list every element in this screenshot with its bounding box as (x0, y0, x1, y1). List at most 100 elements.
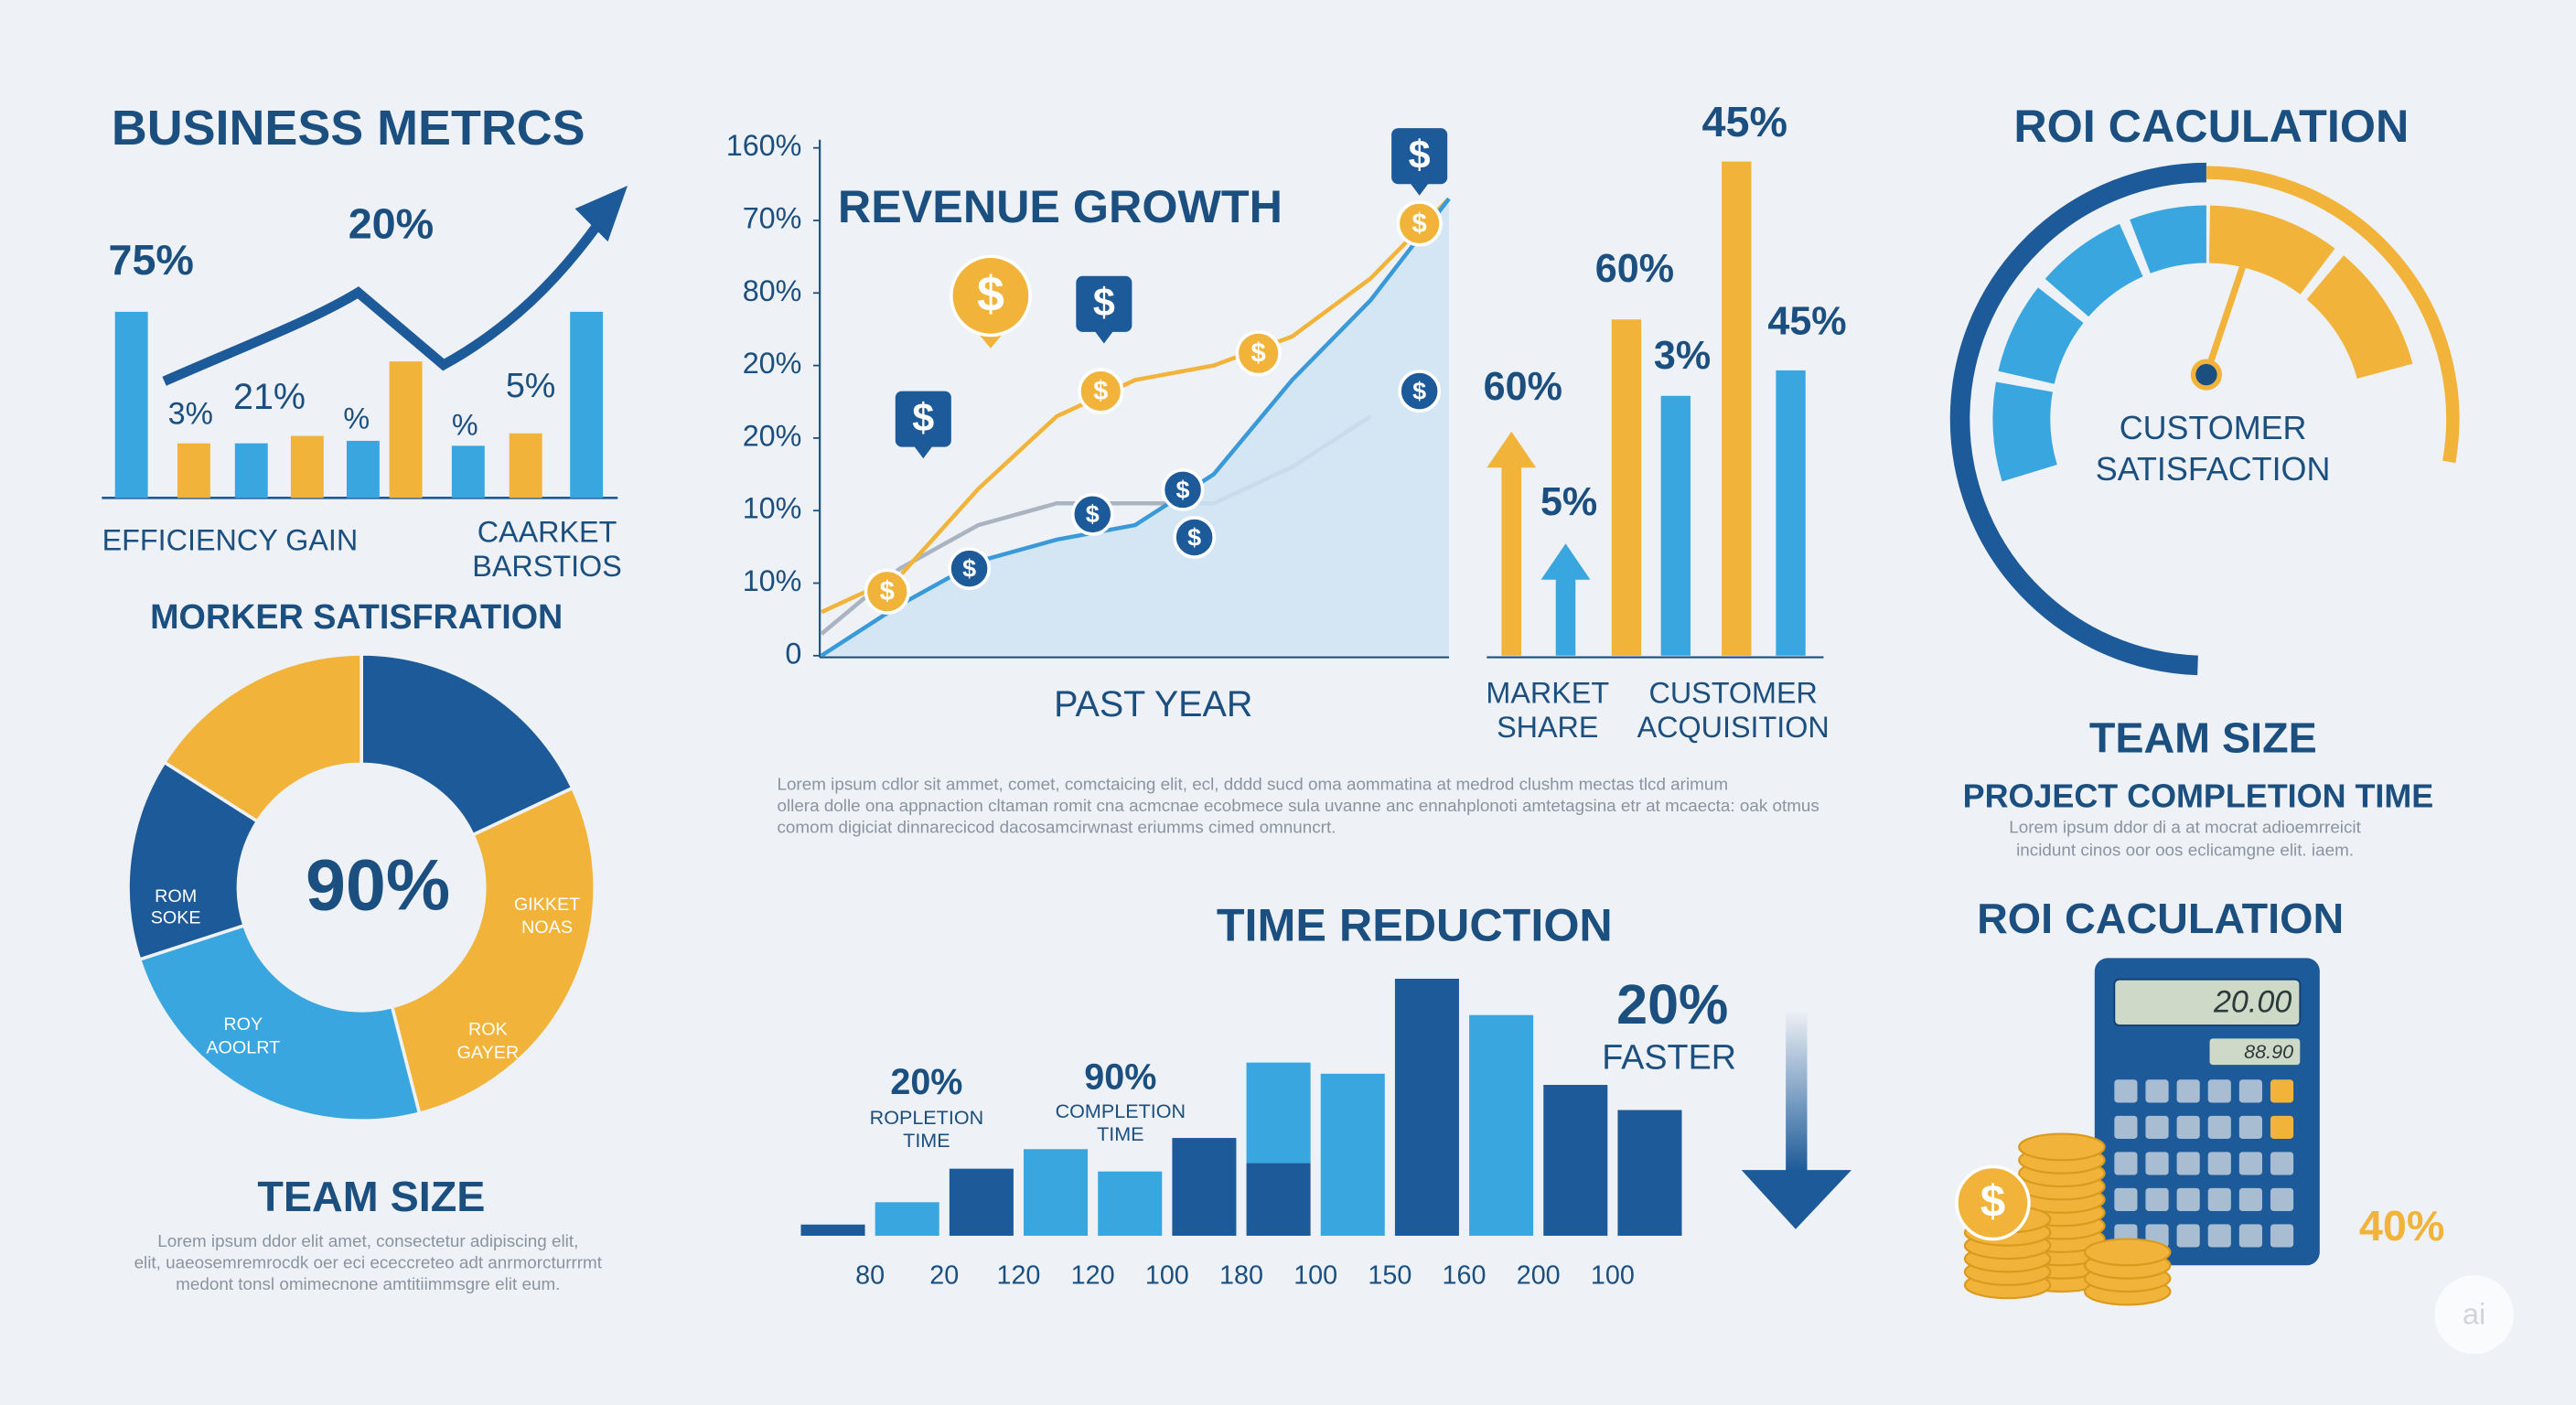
calculator-key (2176, 1187, 2200, 1212)
calculator-key (2176, 1079, 2200, 1103)
donut-segment (360, 652, 575, 838)
calculator-display-small (2209, 1038, 2301, 1066)
annotation: 20% (890, 1062, 962, 1102)
x-tick-label: 80 (855, 1260, 885, 1290)
badge (1391, 128, 1448, 185)
panel-title: ROI CACULATION (1977, 895, 2344, 942)
down-arrow-head (1741, 1170, 1852, 1229)
watermark: ai (2463, 1298, 2485, 1331)
calculator-key (2238, 1224, 2262, 1248)
bar (1172, 1138, 1237, 1236)
arrow-bar (1487, 431, 1537, 656)
note: 40% (2359, 1202, 2444, 1249)
bar (177, 443, 210, 499)
badge-pointer (1094, 330, 1114, 344)
line (820, 197, 1451, 658)
coin-symbol: $ (1412, 209, 1427, 239)
calculator-key (2238, 1187, 2262, 1212)
down-arrow (1786, 1010, 1808, 1172)
coin-symbol: $ (1176, 476, 1190, 503)
bar (1246, 1163, 1311, 1236)
calculator-display (2113, 978, 2302, 1026)
badge (895, 391, 951, 447)
gauge-label: SATISFACTION (2096, 450, 2331, 488)
calculator-key (2270, 1115, 2294, 1139)
y-tick-label: 10% (743, 564, 802, 597)
calculator-key (2207, 1079, 2231, 1103)
body-text: elit, uaeosemremrocdk oer eci ececcreteo… (134, 1252, 603, 1271)
calculator-key (2176, 1152, 2200, 1175)
coin-stacks: $ (1955, 1132, 2172, 1306)
body-text: comom digiciat dinnarecicod dacosamcirwn… (777, 817, 1336, 836)
coin (1070, 492, 1114, 536)
coin (1398, 370, 1442, 413)
x-tick-label: 20 (929, 1260, 959, 1290)
calculator-key (2207, 1152, 2231, 1175)
coin (1955, 1164, 2031, 1241)
coin-symbol: $ (962, 554, 976, 582)
calculator-key (2238, 1079, 2262, 1103)
coin (864, 568, 910, 615)
bar (389, 361, 423, 499)
y-tick-label: 20% (743, 347, 802, 380)
calculator-key (2270, 1224, 2294, 1248)
bar (1617, 1110, 1682, 1236)
x-tick-label: 150 (1368, 1260, 1411, 1290)
gauge-label: CUSTOMER (2120, 409, 2307, 446)
calculator-key (2145, 1115, 2169, 1139)
badge-pointer (913, 445, 934, 459)
bar (509, 433, 542, 499)
gauge-segment (2130, 205, 2206, 273)
coin-symbol: $ (1251, 339, 1266, 369)
trend-arrow (162, 219, 604, 386)
area (821, 198, 1449, 656)
calculator-keys (2114, 1079, 2294, 1248)
coin-symbol: $ (1086, 500, 1100, 528)
bar (570, 311, 604, 499)
gauge-outer-arc (1949, 162, 2206, 676)
y-tick-label: 20% (743, 419, 802, 452)
segment-label: ROY (223, 1014, 263, 1035)
body-text: Lorem ipsum ddor di a at mocrat adioemrr… (2009, 817, 2361, 836)
axis-label: EFFICIENCY GAIN (102, 523, 359, 556)
coin (1235, 330, 1282, 377)
body-text: Lorem ipsum cdlor sit ammet, comet, comc… (777, 775, 1728, 794)
coin (1161, 467, 1205, 511)
annotation: 3% (168, 397, 213, 432)
body-text: Lorem ipsum ddor elit amet, consectetur … (157, 1231, 578, 1250)
x-tick-label: 120 (1071, 1260, 1115, 1290)
x-tick-label: 180 (1219, 1260, 1263, 1290)
chart-title: MORKER SATISFRATION (150, 597, 563, 636)
x-tick-label: 100 (1145, 1260, 1189, 1290)
bar (1469, 1014, 1534, 1236)
y-tick-label: 70% (743, 202, 802, 235)
y-tick-label: 80% (743, 274, 802, 307)
gauge-segment (1992, 381, 2057, 482)
bar (1660, 395, 1690, 656)
coin (1396, 200, 1443, 247)
bar (1543, 1085, 1608, 1236)
coin-symbol: $ (1187, 523, 1201, 551)
y-tick-label: 0 (785, 637, 801, 670)
gauge-segment (2306, 255, 2413, 379)
calculator-key (2270, 1187, 2294, 1212)
bar (114, 311, 148, 499)
bar (1722, 161, 1752, 656)
segment-label: GAYER (457, 1043, 520, 1063)
gauge-segment (2208, 205, 2335, 295)
y-tick-label: 10% (743, 492, 802, 525)
coin-symbol: $ (1412, 377, 1426, 404)
badge (1076, 275, 1132, 332)
segment-label: SOKE (151, 907, 201, 928)
badge-symbol: $ (1409, 134, 1431, 177)
annotation: TIME (1097, 1122, 1143, 1145)
group-label: CUSTOMER (1649, 676, 1818, 709)
segment-label: ROK (468, 1020, 508, 1040)
x-axis-label: PAST YEAR (1054, 684, 1252, 724)
watermark-badge (2434, 1275, 2514, 1355)
calculator-key (2114, 1079, 2138, 1103)
annotation: 45% (1702, 98, 1787, 145)
calculator-key (2145, 1152, 2169, 1175)
badge-symbol: $ (1093, 282, 1115, 326)
